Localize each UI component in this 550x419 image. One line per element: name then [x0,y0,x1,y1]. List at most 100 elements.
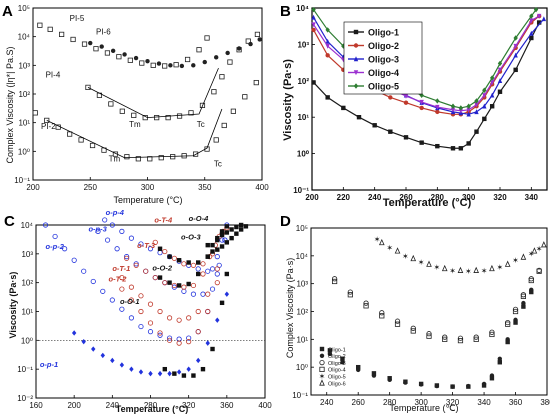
data-point [356,367,361,373]
y-tick-label: 10² [18,90,30,99]
data-point [497,356,502,361]
data-point: ✶ [434,263,441,272]
data-point [95,228,101,234]
y-tick-label: 10² [296,308,308,317]
data-point [513,35,518,41]
data-point [138,308,144,315]
pi-4-fit-line [87,67,219,119]
data-point [214,254,220,260]
data-point [482,116,487,122]
data-point [215,237,220,243]
data-point [176,369,182,375]
data-point [394,247,401,254]
x-tick-label: 200 [26,183,40,192]
data-point [473,266,480,273]
data-point [104,50,111,56]
data-point [481,381,487,387]
x-tick-label: 380 [540,398,550,407]
data-point [188,110,194,116]
y-tick-label: 10⁻¹ [293,186,309,195]
y-tick-label: 10¹ [21,308,33,317]
x-tick-label: 240 [320,398,334,407]
data-point [426,333,432,339]
panel-d: D 240 260 280 300 320 340 360 380 10⁻¹ 10⁰ 10¹ 10² 1… [280,213,550,413]
data-point [458,105,464,111]
data-point [143,268,149,274]
data-point [489,92,495,98]
series-o-p-1 [71,291,230,377]
data-point [176,283,182,288]
x-tick-label: 400 [255,183,269,192]
data-point [78,137,84,143]
data-point: ✶ [374,235,381,244]
x-tick-label: 300 [462,193,476,202]
data-point [171,284,177,290]
data-point [505,339,510,345]
data-point [157,308,163,315]
data-point [229,227,234,232]
data-point [450,103,456,109]
data-point [505,319,511,326]
data-point [199,102,206,109]
annotation-pi-2: PI-2 [41,122,56,131]
legend-swatch-marker [353,56,359,62]
data-point [215,317,220,323]
data-point [224,291,230,297]
data-point [195,266,201,272]
data-point [184,56,191,63]
data-point [512,308,519,315]
data-point [234,224,239,230]
y-tick-label: 10⁴ [296,252,309,261]
data-point [135,156,141,162]
data-point [190,262,197,268]
data-point [167,370,172,377]
data-point [122,52,127,57]
legend-item-oligo-6: Oligo-6 [319,379,346,387]
data-point [466,141,471,146]
legend-swatch-marker [353,83,359,89]
legend-label: Oligo-2 [368,41,399,51]
series-label-o-p-1: o-p-1 [40,360,58,369]
data-point [147,329,154,335]
data-point [62,246,68,252]
data-point [529,287,534,293]
x-tick-label: 320 [493,193,507,202]
series-label-o-t-4: o-T-4 [154,216,173,225]
data-point [219,74,225,80]
data-point [482,87,487,93]
data-point [419,105,424,111]
data-point [127,57,133,63]
data-point [186,366,191,372]
x-tick-label: 200 [67,401,81,410]
data-point [520,292,527,298]
data-point [347,292,353,298]
data-point [138,293,144,299]
data-point [157,246,163,251]
data-point [211,89,217,95]
legend-item-oligo-4: Oligo-4 [319,366,346,374]
data-point [234,231,239,236]
data-point [166,337,173,343]
panel-d-plot: 240 260 280 300 320 340 360 380 10⁻¹ 10⁰ 10¹ 10² 10³… [292,224,550,407]
panel-c-ylabel: Viscosity (Pa·s) [8,272,18,339]
data-point [419,140,424,145]
data-point [426,260,432,267]
series-pi-5 [37,22,210,69]
data-point [176,340,182,346]
data-point [147,246,154,252]
data-point [176,113,183,119]
y-tick-label: 10¹ [297,113,309,122]
data-point [162,366,168,372]
data-point [225,50,230,56]
data-point [466,383,471,389]
x-tick-label: 340 [477,398,491,407]
panel-a-ylabel: Complex Viscosity (|η*| Pa.S) [5,46,15,163]
data-point [147,301,154,307]
series-o-t-3 [124,231,225,290]
plot-frame [310,227,548,396]
legend-label: Oligo-2 [328,354,346,360]
annotation-pi-6: PI-6 [96,27,111,36]
legend-item-oligo-5: Oligo-5 [348,82,399,92]
data-point [150,62,156,68]
data-point [173,62,179,68]
